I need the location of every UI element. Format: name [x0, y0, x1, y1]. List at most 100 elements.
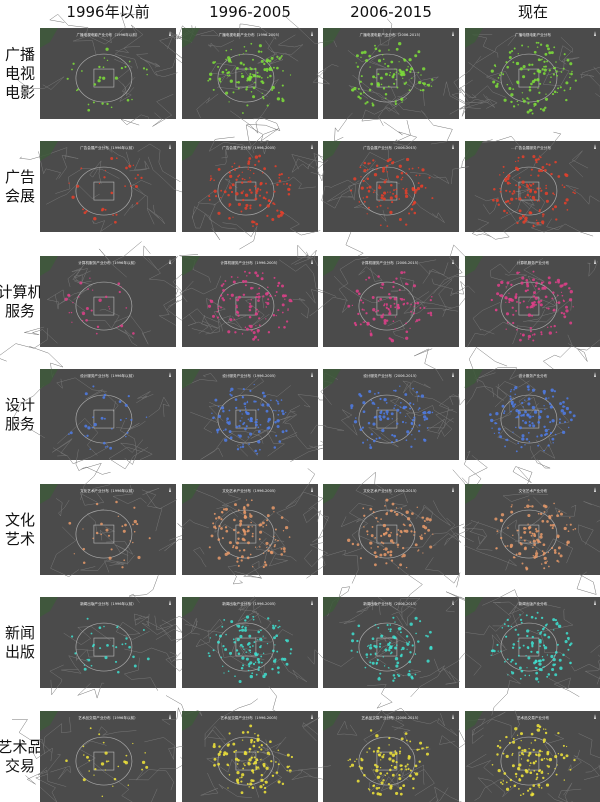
point — [516, 168, 519, 171]
road — [291, 158, 315, 173]
point — [381, 287, 384, 289]
point — [255, 767, 258, 771]
map-background — [465, 28, 600, 119]
point — [250, 756, 253, 759]
point — [564, 640, 568, 644]
road — [141, 489, 163, 532]
point — [259, 181, 263, 185]
point — [505, 787, 510, 791]
point — [124, 185, 126, 187]
point — [74, 652, 77, 655]
point — [515, 450, 518, 453]
point — [368, 747, 371, 750]
road — [210, 63, 237, 79]
point — [378, 436, 381, 440]
point — [253, 335, 257, 339]
point — [536, 435, 539, 438]
point — [242, 767, 245, 770]
point — [554, 654, 556, 657]
point — [520, 739, 522, 742]
point — [210, 177, 213, 180]
road — [267, 38, 299, 65]
point — [374, 310, 377, 313]
point — [362, 441, 365, 444]
point — [216, 316, 219, 319]
map-tile: 文化艺术产业分布（2006-2015） — [303, 471, 464, 588]
point — [98, 76, 102, 79]
point — [526, 289, 529, 292]
point — [510, 197, 514, 201]
point — [380, 534, 383, 538]
point — [519, 754, 521, 757]
point — [417, 550, 419, 552]
point — [252, 337, 256, 341]
road — [355, 471, 393, 501]
point — [413, 530, 416, 534]
point — [267, 331, 271, 334]
point — [141, 760, 146, 765]
point — [372, 191, 375, 194]
point — [509, 778, 513, 782]
point — [497, 77, 500, 79]
point — [236, 638, 240, 642]
point — [413, 305, 415, 308]
point — [97, 79, 101, 83]
point — [398, 198, 401, 200]
point — [100, 416, 104, 420]
point — [419, 620, 422, 623]
road — [474, 778, 505, 801]
road — [237, 596, 256, 612]
point — [521, 749, 524, 752]
road — [338, 257, 369, 302]
point — [254, 652, 258, 656]
point — [280, 399, 283, 401]
column-header: 现在 — [518, 3, 548, 21]
point — [86, 617, 89, 620]
map-tile: 文化艺术产业分布（1996年以前） — [40, 462, 219, 577]
point — [241, 74, 245, 79]
road — [75, 649, 106, 662]
point — [533, 543, 537, 546]
point — [359, 428, 363, 431]
road — [482, 589, 520, 627]
point — [543, 68, 547, 72]
point — [251, 786, 255, 790]
road — [408, 292, 459, 312]
point — [371, 791, 375, 795]
point — [404, 189, 408, 193]
point — [240, 210, 243, 213]
green-area — [465, 597, 483, 617]
point — [531, 405, 536, 410]
point — [255, 222, 259, 226]
road — [67, 268, 89, 287]
point — [551, 395, 555, 398]
point — [537, 69, 542, 74]
point — [536, 46, 539, 48]
road — [206, 756, 239, 773]
point — [389, 624, 392, 626]
point — [519, 732, 524, 736]
point — [524, 444, 526, 446]
point — [117, 625, 119, 627]
point — [369, 66, 371, 68]
road — [418, 259, 449, 275]
point — [392, 320, 395, 322]
point — [243, 763, 245, 765]
point — [514, 662, 518, 665]
point — [271, 667, 274, 671]
point — [414, 616, 418, 620]
point — [252, 771, 255, 774]
point — [71, 68, 73, 71]
point — [247, 663, 251, 666]
point — [567, 530, 570, 533]
point — [512, 740, 516, 744]
point — [246, 530, 248, 533]
point — [550, 325, 553, 328]
point — [408, 641, 411, 643]
point — [241, 445, 245, 448]
point — [536, 99, 540, 103]
road — [108, 446, 149, 470]
point — [258, 204, 262, 207]
point — [494, 517, 498, 521]
road — [533, 280, 557, 309]
